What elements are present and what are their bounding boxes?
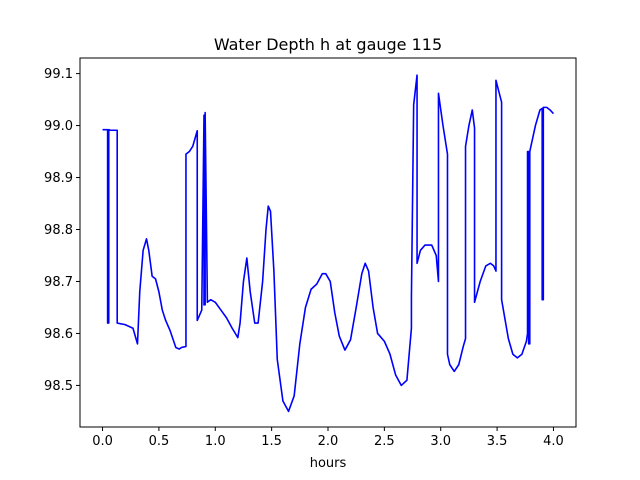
chart-title: Water Depth h at gauge 115 [214, 35, 442, 54]
x-tick-label: 4.0 [543, 434, 564, 449]
x-tick-label: 2.5 [374, 434, 395, 449]
x-tick-label: 3.5 [487, 434, 508, 449]
y-tick-label: 99.0 [44, 119, 73, 134]
plot-area [102, 74, 555, 413]
x-tick-label: 0.0 [92, 434, 113, 449]
x-tick-label: 1.0 [205, 434, 226, 449]
y-tick-label: 98.9 [44, 171, 73, 186]
x-tick-label: 3.0 [430, 434, 451, 449]
plot-frame [79, 57, 577, 428]
x-tick-label: 1.5 [261, 434, 282, 449]
x-axis-label: hours [310, 456, 347, 471]
axis-ticks: 0.0 0.5 1.0 1.5 2.0 2.5 3.0 3.5 4.0 98.5 98.6 98.7 9… [44, 67, 564, 449]
x-tick-label: 0.5 [149, 434, 170, 449]
x-tick-label: 2.0 [318, 434, 339, 449]
y-tick-label: 98.5 [44, 379, 73, 394]
y-tick-label: 98.7 [44, 275, 73, 290]
y-tick-label: 98.8 [44, 223, 73, 238]
y-tick-label: 99.1 [44, 67, 73, 82]
series-line-0 [102, 74, 555, 413]
y-tick-label: 98.6 [44, 327, 73, 342]
